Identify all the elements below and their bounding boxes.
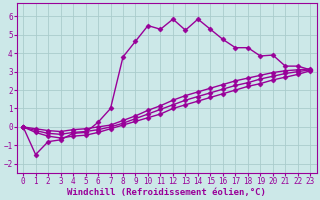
X-axis label: Windchill (Refroidissement éolien,°C): Windchill (Refroidissement éolien,°C): [67, 188, 266, 197]
